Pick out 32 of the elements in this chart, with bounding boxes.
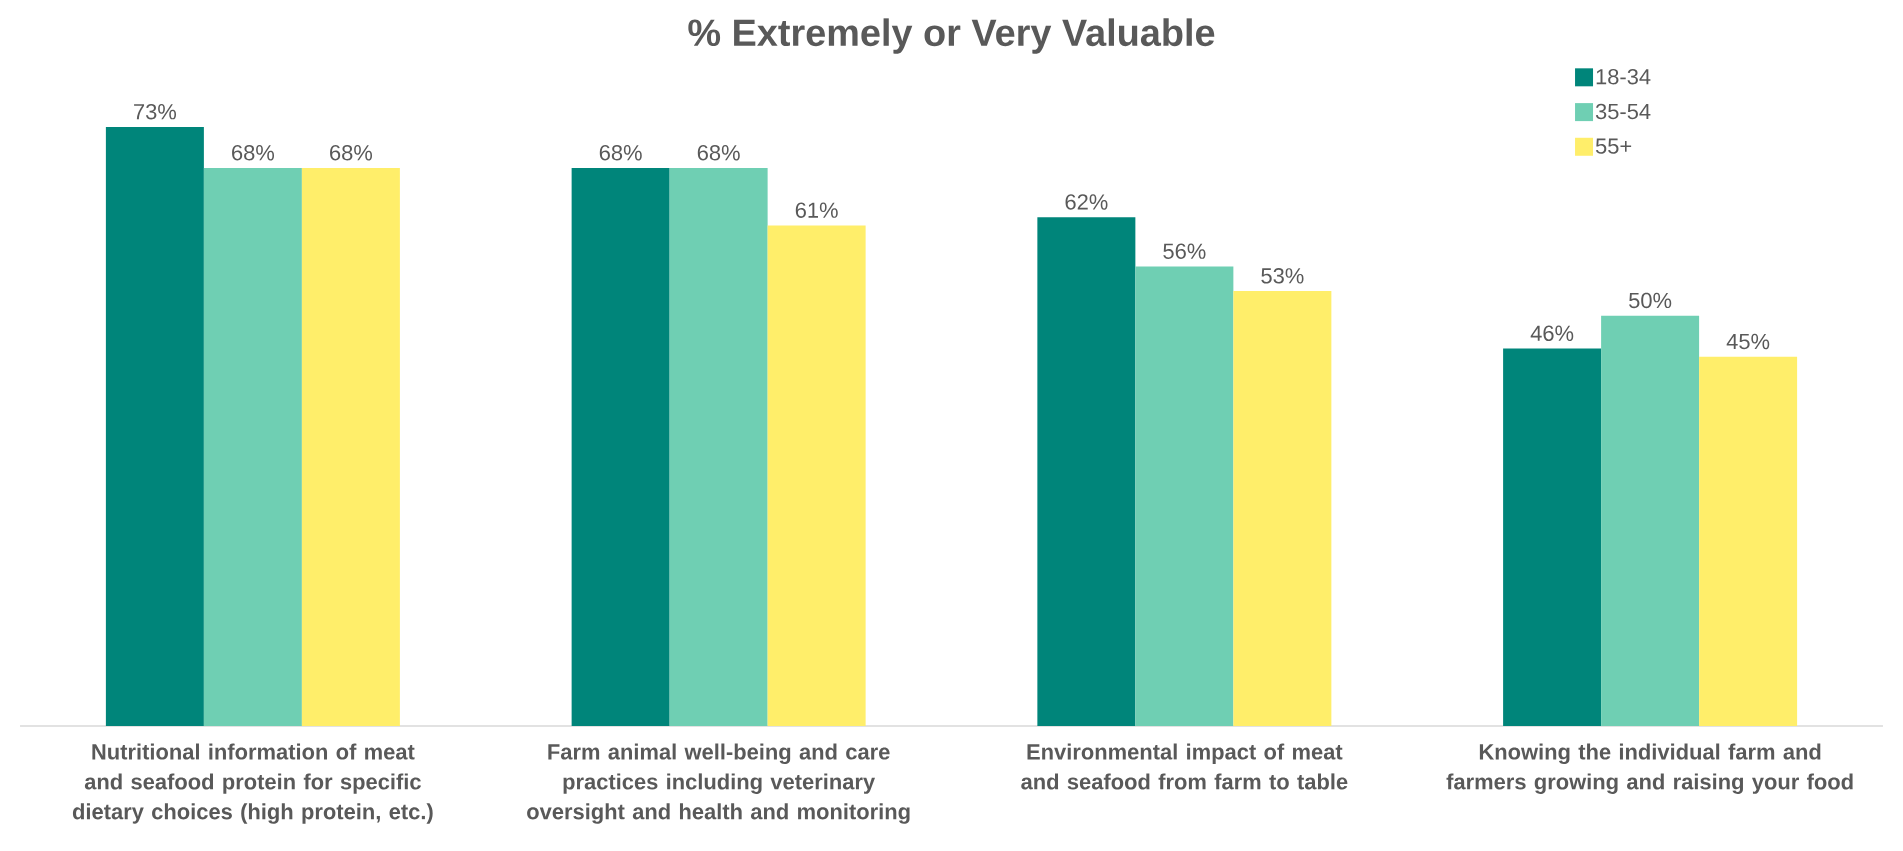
data-label: 73% <box>134 103 177 120</box>
x-tick-label: Farm animal well-being and care practices including veterinary oversight and health and monitoring <box>527 743 910 824</box>
bar <box>1233 291 1332 726</box>
data-label: 56% <box>1163 243 1206 259</box>
bar <box>1699 356 1798 726</box>
data-label: 68% <box>232 144 275 161</box>
data-label: 46% <box>1530 325 1574 342</box>
bar <box>767 225 866 726</box>
bar <box>1503 348 1602 726</box>
x-tick-label: Nutritional information of meat and seafood protein for specific dietary choices (high protein, etc.) <box>72 743 433 824</box>
bar <box>1037 217 1136 726</box>
data-label: 68% <box>697 144 740 161</box>
data-label: 68% <box>599 144 642 161</box>
data-label: 68% <box>330 144 373 161</box>
x-tick-label: Environmental impact of meat and seafood from farm to table <box>1021 743 1348 790</box>
bar <box>1135 266 1234 726</box>
data-label: 45% <box>1726 333 1770 350</box>
data-label: 61% <box>795 202 838 218</box>
data-label: 53% <box>1261 268 1304 284</box>
bar <box>105 126 204 726</box>
data-label: 50% <box>1629 292 1672 309</box>
data-label: 62% <box>1065 194 1108 210</box>
bar <box>669 168 768 726</box>
x-tick-label: Knowing the individual farm and farmers growing and raising your food <box>1446 743 1853 794</box>
chart-title: % Extremely or Very Valuable <box>688 18 1215 54</box>
bar <box>1601 315 1700 726</box>
legend-label: 55+ <box>1595 138 1632 154</box>
legend-label: 35-54 <box>1595 103 1651 120</box>
bar <box>301 168 400 726</box>
legend-label: 18-34 <box>1596 68 1651 85</box>
bar <box>571 168 670 726</box>
bar <box>203 168 302 726</box>
